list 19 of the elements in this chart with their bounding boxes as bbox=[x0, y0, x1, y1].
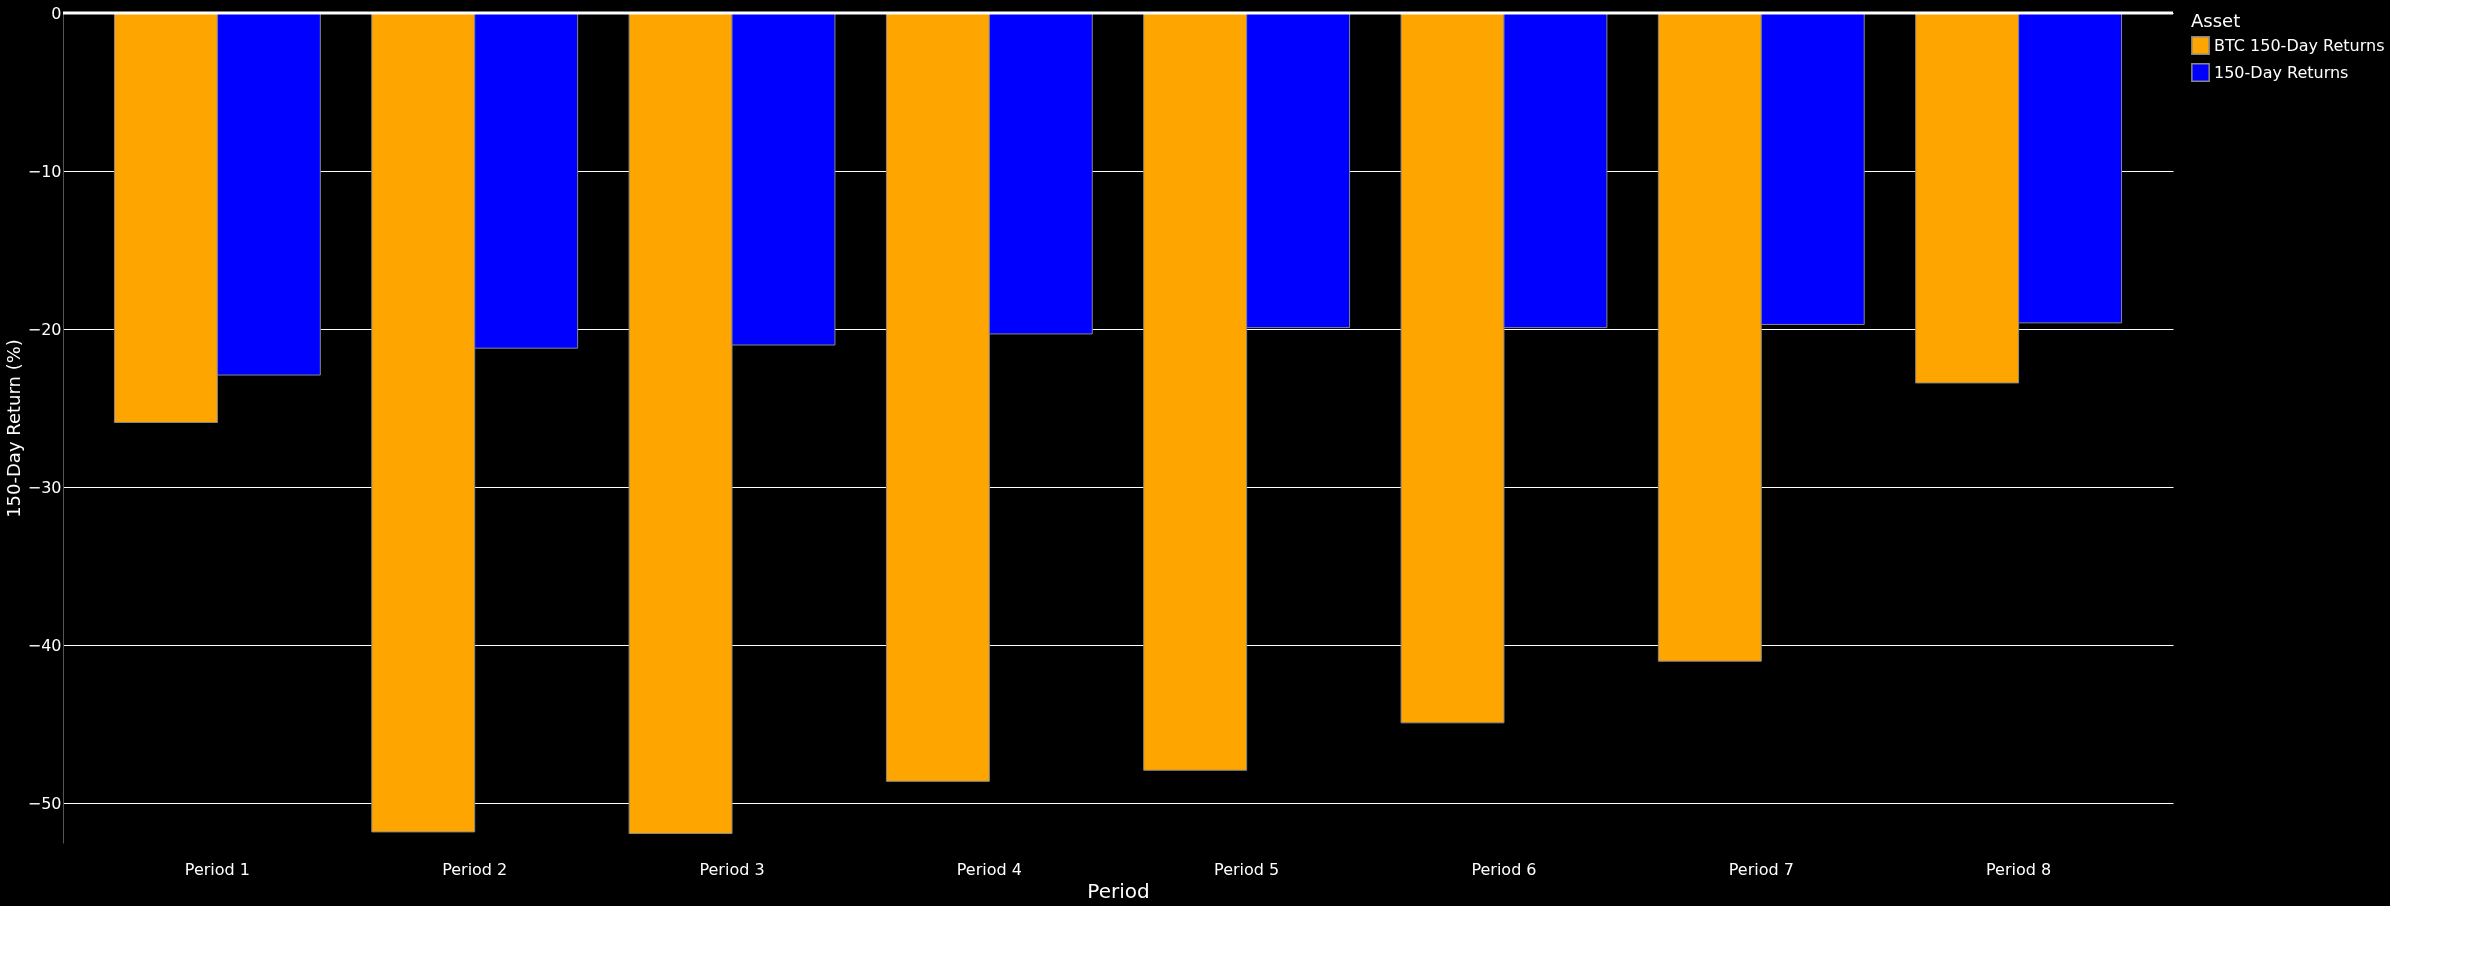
y-tick-label: −40 bbox=[27, 635, 62, 655]
legend-label: BTC 150-Day Returns bbox=[2214, 35, 2385, 55]
x-tick-label: Period 6 bbox=[1471, 859, 1537, 879]
x-tick-label: Period 4 bbox=[956, 859, 1022, 879]
y-tick-label: −50 bbox=[27, 793, 62, 813]
x-tick-label: Period 3 bbox=[699, 859, 765, 879]
x-axis-title: Period bbox=[1087, 878, 1150, 903]
y-tick-label: −30 bbox=[27, 477, 62, 497]
y-axis-title: 150-Day Return (%) bbox=[2, 339, 24, 518]
y-tick-label: −10 bbox=[27, 161, 62, 181]
y-tick-label: 0 bbox=[51, 3, 62, 23]
y-tick-label: −20 bbox=[27, 319, 62, 339]
x-tick-label: Period 2 bbox=[442, 859, 508, 879]
x-tick-label: Period 5 bbox=[1214, 859, 1280, 879]
x-tick-label: Period 7 bbox=[1728, 859, 1794, 879]
x-tick-label: Period 8 bbox=[1986, 859, 2052, 879]
legend-label: 150-Day Returns bbox=[2214, 62, 2349, 82]
x-tick-label: Period 1 bbox=[184, 859, 250, 879]
legend-title: Asset bbox=[2191, 10, 2241, 31]
